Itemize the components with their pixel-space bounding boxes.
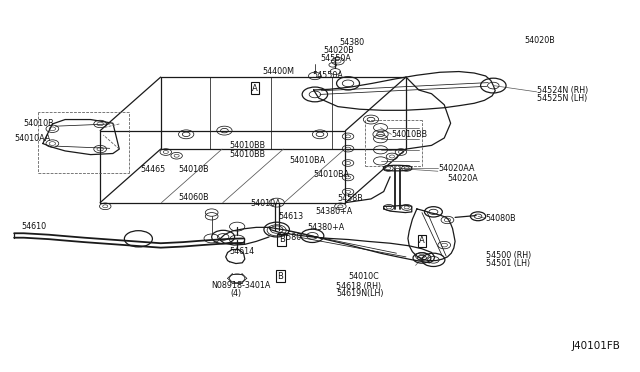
Text: 54525N (LH): 54525N (LH) bbox=[537, 94, 587, 103]
Text: 54010BB: 54010BB bbox=[230, 150, 266, 159]
Text: 54020B: 54020B bbox=[323, 46, 354, 55]
Text: J40101FB: J40101FB bbox=[572, 340, 621, 350]
Text: B: B bbox=[279, 235, 285, 244]
Text: 54613: 54613 bbox=[278, 212, 304, 221]
Text: 54020B: 54020B bbox=[524, 36, 555, 45]
Text: A: A bbox=[252, 84, 258, 93]
Text: 54550A: 54550A bbox=[320, 54, 351, 63]
Text: 54020AA: 54020AA bbox=[438, 164, 474, 173]
Text: 54010B: 54010B bbox=[179, 165, 209, 174]
Text: 5458B: 5458B bbox=[338, 195, 364, 203]
Text: 54010BB: 54010BB bbox=[230, 141, 266, 150]
Text: 54380+A: 54380+A bbox=[315, 206, 352, 216]
Text: 54010BA: 54010BA bbox=[314, 170, 349, 179]
Text: 54380: 54380 bbox=[339, 38, 364, 46]
Text: 54010AA: 54010AA bbox=[14, 134, 51, 142]
Text: B: B bbox=[278, 272, 284, 281]
Text: 54501 (LH): 54501 (LH) bbox=[486, 259, 530, 268]
Text: 54010BB: 54010BB bbox=[392, 130, 428, 139]
Text: N08918-3401A: N08918-3401A bbox=[212, 281, 271, 290]
Text: 54010A: 54010A bbox=[250, 199, 280, 208]
Text: 54080B: 54080B bbox=[486, 214, 516, 223]
Text: (4): (4) bbox=[231, 289, 242, 298]
Text: 54380+A: 54380+A bbox=[307, 223, 344, 232]
Text: A: A bbox=[419, 236, 425, 245]
Text: 54619N(LH): 54619N(LH) bbox=[336, 289, 383, 298]
Text: 54060B: 54060B bbox=[179, 193, 209, 202]
Text: 54500 (RH): 54500 (RH) bbox=[486, 251, 531, 260]
Text: 54010C: 54010C bbox=[349, 272, 380, 281]
Text: 54524N (RH): 54524N (RH) bbox=[537, 86, 588, 94]
Text: 54618 (RH): 54618 (RH) bbox=[336, 282, 381, 291]
Text: 54550A: 54550A bbox=[312, 71, 343, 80]
Text: 54610: 54610 bbox=[22, 222, 47, 231]
Text: 54465: 54465 bbox=[140, 165, 166, 174]
Text: 54010B: 54010B bbox=[24, 119, 54, 128]
Text: 54010BA: 54010BA bbox=[289, 156, 326, 166]
Text: 54020A: 54020A bbox=[447, 174, 478, 183]
Text: 54614: 54614 bbox=[230, 247, 255, 256]
Text: 54400M: 54400M bbox=[262, 67, 294, 76]
Text: 54580: 54580 bbox=[276, 233, 302, 242]
